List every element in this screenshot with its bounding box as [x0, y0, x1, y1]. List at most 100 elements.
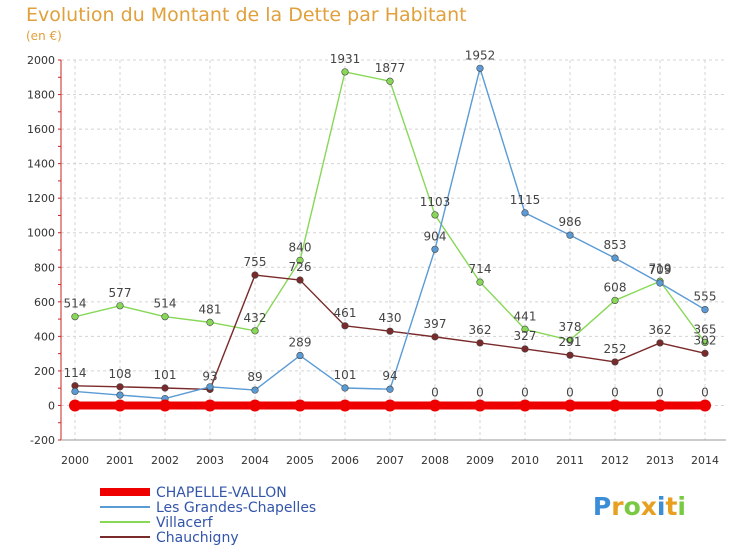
- data-label: 289: [289, 336, 312, 350]
- data-point: [431, 245, 439, 253]
- data-label: 362: [469, 323, 492, 337]
- x-tick-label: 2012: [601, 454, 629, 467]
- data-point: [566, 231, 574, 239]
- data-label: 94: [382, 369, 397, 383]
- data-label: 397: [424, 317, 447, 331]
- data-label: 0: [476, 385, 484, 399]
- y-tick-label: 1600: [27, 123, 55, 136]
- data-label: 904: [424, 229, 447, 243]
- data-label: 441: [514, 309, 537, 323]
- data-label: 726: [289, 260, 312, 274]
- data-label: 430: [379, 311, 402, 325]
- data-label: 114: [64, 366, 87, 380]
- data-label: 840: [289, 240, 312, 254]
- data-point: [339, 399, 351, 412]
- data-point: [429, 399, 441, 412]
- data-label: 719: [649, 261, 672, 275]
- data-point: [341, 384, 349, 392]
- data-label: 481: [199, 302, 222, 316]
- x-tick-label: 2007: [376, 454, 404, 467]
- data-label: 0: [431, 385, 439, 399]
- x-tick-label: 2000: [61, 454, 89, 467]
- data-point: [294, 399, 306, 412]
- y-tick-label: 1000: [27, 227, 55, 240]
- data-point: [161, 313, 169, 321]
- data-label: 1931: [330, 52, 361, 66]
- data-label: 514: [154, 297, 177, 311]
- data-label: 1115: [510, 193, 541, 207]
- data-label: 108: [109, 367, 132, 381]
- data-point: [116, 302, 124, 310]
- data-label: 327: [514, 329, 537, 343]
- data-point: [386, 77, 394, 85]
- data-point: [476, 278, 484, 286]
- data-point: [611, 254, 619, 262]
- data-label: 1877: [375, 61, 406, 75]
- data-point: [341, 322, 349, 330]
- y-tick-label: 1800: [27, 89, 55, 102]
- x-tick-label: 2004: [241, 454, 269, 467]
- legend-label: Villacerf: [156, 515, 214, 531]
- data-label: 0: [656, 385, 664, 399]
- data-point: [249, 399, 261, 412]
- data-label: 0: [521, 385, 529, 399]
- data-label: 755: [244, 255, 267, 269]
- y-tick-label: 200: [34, 365, 55, 378]
- x-tick-label: 2006: [331, 454, 359, 467]
- data-point: [564, 399, 576, 412]
- data-point: [251, 386, 259, 394]
- data-label: 101: [334, 368, 357, 382]
- x-tick-label: 2005: [286, 454, 314, 467]
- data-point: [609, 399, 621, 412]
- data-point: [251, 327, 259, 335]
- data-label: 555: [694, 290, 717, 304]
- x-tick-label: 2009: [466, 454, 494, 467]
- data-label: 291: [559, 335, 582, 349]
- x-tick-label: 2001: [106, 454, 134, 467]
- data-point: [161, 384, 169, 392]
- data-label: 0: [566, 385, 574, 399]
- y-tick-label: 2000: [27, 54, 55, 67]
- data-point: [701, 305, 709, 314]
- data-label: 378: [559, 320, 582, 334]
- chart-title: Evolution du Montant de la Dette par Hab…: [26, 4, 467, 26]
- data-point: [386, 327, 394, 335]
- data-point: [519, 399, 531, 412]
- proxiti-logo: Proxiti: [593, 492, 686, 521]
- data-point: [114, 399, 126, 412]
- data-label: 0: [701, 385, 709, 399]
- y-tick-label: 1400: [27, 158, 55, 171]
- data-point: [701, 349, 709, 357]
- data-point: [296, 351, 304, 360]
- x-tick-label: 2013: [646, 454, 674, 467]
- data-point: [566, 351, 574, 359]
- data-point: [656, 279, 664, 287]
- data-point: [69, 399, 81, 412]
- data-point: [611, 296, 619, 305]
- data-point: [521, 345, 529, 353]
- data-point: [296, 276, 304, 284]
- data-point: [521, 209, 529, 217]
- legend-label: Chauchigny: [156, 530, 239, 546]
- data-label: 362: [649, 323, 672, 337]
- y-tick-label: 800: [34, 261, 55, 274]
- x-tick-label: 2003: [196, 454, 224, 467]
- data-point: [116, 383, 124, 391]
- data-point: [699, 399, 711, 412]
- data-point: [476, 64, 484, 72]
- x-tick-label: 2002: [151, 454, 179, 467]
- data-point: [611, 358, 619, 366]
- data-point: [656, 339, 664, 347]
- data-label: 89: [247, 370, 262, 384]
- y-tick-label: 600: [34, 296, 55, 309]
- data-label: 1952: [465, 48, 496, 62]
- data-label: 302: [694, 333, 717, 347]
- y-tick-label: 400: [34, 330, 55, 343]
- data-point: [701, 338, 709, 347]
- data-label: 252: [604, 342, 627, 356]
- chart-unit: (en €): [26, 29, 62, 43]
- legend-label: Les Grandes-Chapelles: [156, 500, 316, 516]
- data-label: 514: [64, 297, 87, 311]
